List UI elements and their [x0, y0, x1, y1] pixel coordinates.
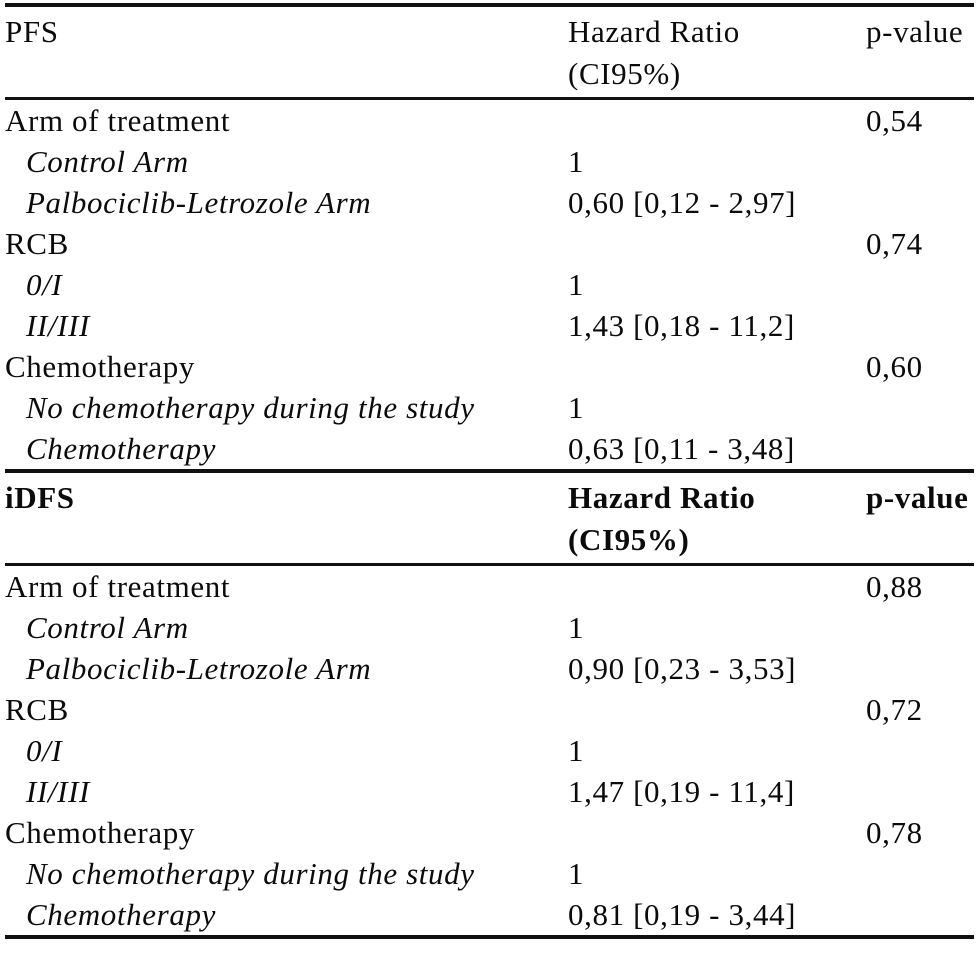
table-section-pfs: PFS Hazard Ratio (CI95%) p-value Arm of …: [5, 7, 974, 473]
hazard-ratio-value: 1: [568, 267, 585, 302]
table-row: Arm of treatment 0,88: [5, 566, 974, 607]
hazard-ratio-value: 1: [568, 144, 585, 179]
hazard-ratio-header: Hazard Ratio (CI95%): [568, 11, 866, 95]
section-header-row: iDFS Hazard Ratio (CI95%) p-value: [5, 473, 974, 563]
row-label: Control Arm: [26, 144, 189, 179]
table-sections: PFS Hazard Ratio (CI95%) p-value Arm of …: [5, 7, 974, 939]
row-label: Palbociclib-Letrozole Arm: [26, 651, 372, 686]
hazard-ratio-value: 1,47 [0,19 - 11,4]: [568, 774, 795, 809]
table-row: Palbociclib-Letrozole Arm 0,60 [0,12 - 2…: [5, 182, 974, 223]
p-value: 0,78: [866, 815, 923, 850]
table-row: No chemotherapy during the study 1: [5, 387, 974, 428]
row-label: Control Arm: [26, 610, 189, 645]
p-value-header: p-value: [866, 480, 969, 515]
row-label: RCB: [5, 226, 69, 261]
p-value: 0,54: [866, 103, 923, 138]
table-row: Chemotherapy 0,60: [5, 346, 974, 387]
header-bottom-rule: [5, 97, 974, 100]
hazard-ratio-value: 0,63 [0,11 - 3,48]: [568, 431, 795, 466]
row-label: 0/I: [26, 733, 63, 768]
table-row: RCB 0,74: [5, 223, 974, 264]
p-value: 0,74: [866, 226, 923, 261]
table-section-idfs: iDFS Hazard Ratio (CI95%) p-value Arm of…: [5, 473, 974, 939]
table-row: Chemotherapy 0,81 [0,19 - 3,44]: [5, 894, 974, 935]
hazard-ratio-header-line2: (CI95%): [568, 522, 690, 557]
table-top-rule: [5, 3, 974, 7]
table-row: II/III 1,43 [0,18 - 11,2]: [5, 305, 974, 346]
row-label: Palbociclib-Letrozole Arm: [26, 185, 372, 220]
outcome-header: iDFS: [5, 480, 75, 515]
table-row: Chemotherapy 0,63 [0,11 - 3,48]: [5, 428, 974, 469]
header-bottom-rule: [5, 563, 974, 566]
section-body: Arm of treatment 0,54 Control Arm 1 Palb…: [5, 100, 974, 469]
p-value: 0,72: [866, 692, 923, 727]
row-label: II/III: [26, 774, 90, 809]
row-label: Chemotherapy: [26, 431, 216, 466]
hazard-ratio-value: 1: [568, 390, 585, 425]
section-header-row: PFS Hazard Ratio (CI95%) p-value: [5, 7, 974, 97]
hazard-ratio-header-line1: Hazard Ratio: [568, 480, 756, 515]
hazard-ratio-value: 0,60 [0,12 - 2,97]: [568, 185, 797, 220]
hazard-ratio-header-line2: (CI95%): [568, 56, 681, 91]
row-label: No chemotherapy during the study: [26, 856, 475, 891]
p-value: 0,88: [866, 569, 923, 604]
row-label: Chemotherapy: [5, 815, 195, 850]
hazard-ratio-value: 1,43 [0,18 - 11,2]: [568, 308, 795, 343]
row-label: Chemotherapy: [26, 897, 216, 932]
hazard-ratio-value: 0,81 [0,19 - 3,44]: [568, 897, 797, 932]
table-row: 0/I 1: [5, 264, 974, 305]
table-row: Control Arm 1: [5, 141, 974, 182]
table-row: II/III 1,47 [0,19 - 11,4]: [5, 771, 974, 812]
row-label: RCB: [5, 692, 69, 727]
hazard-ratio-value: 0,90 [0,23 - 3,53]: [568, 651, 797, 686]
hazard-ratio-value: 1: [568, 610, 585, 645]
hazard-ratio-header-line1: Hazard Ratio: [568, 14, 740, 49]
hazard-ratio-value: 1: [568, 856, 585, 891]
table-row: No chemotherapy during the study 1: [5, 853, 974, 894]
table-row: RCB 0,72: [5, 689, 974, 730]
row-label: No chemotherapy during the study: [26, 390, 475, 425]
row-label: II/III: [26, 308, 90, 343]
table-row: Chemotherapy 0,78: [5, 812, 974, 853]
table-row: 0/I 1: [5, 730, 974, 771]
section-body: Arm of treatment 0,88 Control Arm 1 Palb…: [5, 566, 974, 935]
p-value-header: p-value: [866, 14, 964, 49]
row-label: Chemotherapy: [5, 349, 195, 384]
outcome-header: PFS: [5, 14, 59, 49]
section-bottom-rule: [5, 469, 974, 473]
row-label: Arm of treatment: [5, 103, 231, 138]
table-row: Control Arm 1: [5, 607, 974, 648]
section-bottom-rule: [5, 935, 974, 939]
hazard-ratio-value: 1: [568, 733, 585, 768]
p-value: 0,60: [866, 349, 923, 384]
hazard-ratio-header: Hazard Ratio (CI95%): [568, 477, 866, 561]
table-row: Palbociclib-Letrozole Arm 0,90 [0,23 - 3…: [5, 648, 974, 689]
row-label: Arm of treatment: [5, 569, 231, 604]
table-row: Arm of treatment 0,54: [5, 100, 974, 141]
row-label: 0/I: [26, 267, 63, 302]
